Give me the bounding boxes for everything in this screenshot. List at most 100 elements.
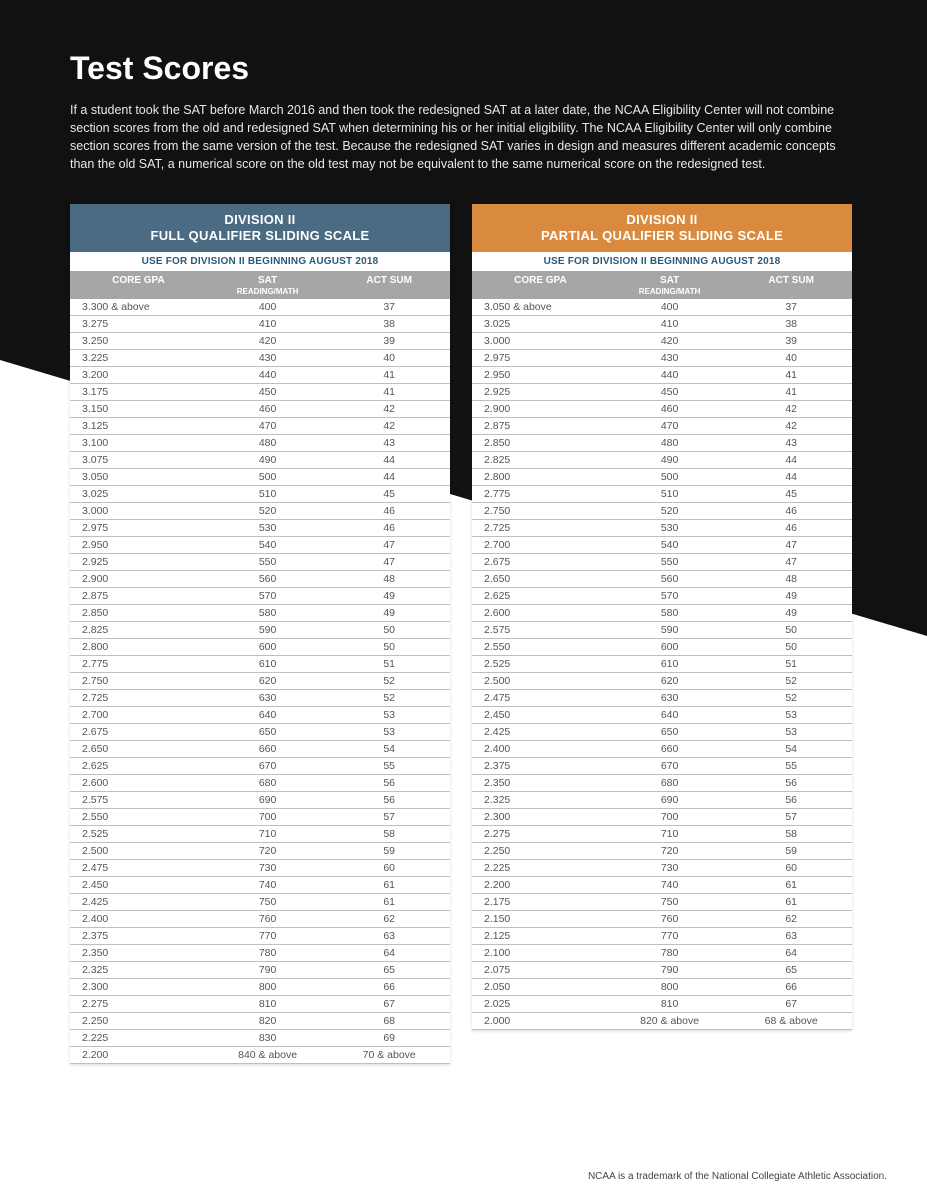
table-cell: 38: [730, 316, 852, 333]
table-cell: 2.375: [70, 928, 207, 945]
table-row: 2.57559050: [472, 622, 852, 639]
table-row: 2.65056048: [472, 571, 852, 588]
table-cell: 49: [730, 605, 852, 622]
table-row: 2.75052046: [472, 503, 852, 520]
table-row: 2.42565053: [472, 724, 852, 741]
footnote: NCAA is a trademark of the National Coll…: [588, 1171, 887, 1182]
table-cell: 2.275: [472, 826, 609, 843]
partial-table-subtitle: USE FOR DIVISION II BEGINNING AUGUST 201…: [472, 252, 852, 271]
table-row: 2.07579065: [472, 962, 852, 979]
table-row: 3.22543040: [70, 350, 450, 367]
table-cell: 560: [609, 571, 731, 588]
table-cell: 660: [609, 741, 731, 758]
table-row: 2.95044041: [472, 367, 852, 384]
table-cell: 400: [207, 299, 329, 316]
table-cell: 710: [207, 826, 329, 843]
table-cell: 2.950: [472, 367, 609, 384]
table-cell: 760: [207, 911, 329, 928]
table-row: 2.67555047: [472, 554, 852, 571]
table-cell: 700: [609, 809, 731, 826]
table-cell: 2.750: [70, 673, 207, 690]
table-cell: 3.000: [70, 503, 207, 520]
table-row: 2.52561051: [472, 656, 852, 673]
table-cell: 830: [207, 1030, 329, 1047]
tables-container: DIVISION II FULL QUALIFIER SLIDING SCALE…: [70, 204, 857, 1065]
table-cell: 2.225: [472, 860, 609, 877]
table-cell: 480: [609, 435, 731, 452]
col-header-gpa: CORE GPA: [70, 271, 207, 287]
table-row: 2.10078064: [472, 945, 852, 962]
table-subheader-row: READING/MATH: [472, 287, 852, 299]
table-cell: 2.250: [70, 1013, 207, 1030]
table-cell: 410: [207, 316, 329, 333]
table-cell: 800: [609, 979, 731, 996]
table-cell: 2.625: [70, 758, 207, 775]
table-cell: 790: [609, 962, 731, 979]
table-cell: 65: [328, 962, 450, 979]
table-cell: 62: [730, 911, 852, 928]
table-cell: 2.175: [472, 894, 609, 911]
table-row: 2.77551045: [472, 486, 852, 503]
table-cell: 69: [328, 1030, 450, 1047]
table-row: 2.82559050: [70, 622, 450, 639]
table-cell: 2.150: [472, 911, 609, 928]
table-row: 2.15076062: [472, 911, 852, 928]
table-cell: 58: [328, 826, 450, 843]
table-row: 2.50062052: [472, 673, 852, 690]
table-row: 2.47573060: [70, 860, 450, 877]
table-cell: 2.475: [472, 690, 609, 707]
table-cell: 50: [730, 622, 852, 639]
table-cell: 61: [328, 894, 450, 911]
table-row: 2.92555047: [70, 554, 450, 571]
table-cell: 810: [207, 996, 329, 1013]
table-cell: 52: [730, 673, 852, 690]
table-cell: 570: [207, 588, 329, 605]
table-row: 3.300 & above40037: [70, 299, 450, 316]
table-cell: 48: [328, 571, 450, 588]
table-cell: 59: [328, 843, 450, 860]
table-row: 2.75062052: [70, 673, 450, 690]
table-cell: 2.000: [472, 1013, 609, 1030]
table-cell: 2.425: [472, 724, 609, 741]
table-cell: 2.475: [70, 860, 207, 877]
table-cell: 3.050: [70, 469, 207, 486]
table-cell: 2.975: [70, 520, 207, 537]
table-cell: 47: [730, 554, 852, 571]
table-row: 3.12547042: [70, 418, 450, 435]
table-row: 2.27571058: [472, 826, 852, 843]
table-cell: 48: [730, 571, 852, 588]
table-cell: 2.450: [472, 707, 609, 724]
table-cell: 41: [328, 384, 450, 401]
table-row: 2.42575061: [70, 894, 450, 911]
table-row: 2.40066054: [472, 741, 852, 758]
table-cell: 600: [207, 639, 329, 656]
table-row: 3.10048043: [70, 435, 450, 452]
table-row: 2.80050044: [472, 469, 852, 486]
table-cell: 430: [207, 350, 329, 367]
table-cell: 46: [730, 520, 852, 537]
table-row: 2.57569056: [70, 792, 450, 809]
table-cell: 63: [328, 928, 450, 945]
table-cell: 64: [328, 945, 450, 962]
table-cell: 2.250: [472, 843, 609, 860]
table-cell: 2.575: [472, 622, 609, 639]
table-cell: 470: [609, 418, 731, 435]
table-cell: 600: [609, 639, 731, 656]
table-cell: 2.825: [472, 452, 609, 469]
table-cell: 590: [609, 622, 731, 639]
table-cell: 2.300: [70, 979, 207, 996]
table-cell: 2.675: [472, 554, 609, 571]
table-row: 2.05080066: [472, 979, 852, 996]
table-row: 2.92545041: [472, 384, 852, 401]
table-row: 2.62567055: [70, 758, 450, 775]
table-cell: 810: [609, 996, 731, 1013]
full-title-line1: DIVISION II: [224, 212, 295, 227]
table-header-row: CORE GPA SAT ACT SUM: [70, 271, 450, 287]
table-cell: 2.925: [70, 554, 207, 571]
table-row: 2.90056048: [70, 571, 450, 588]
table-cell: 820: [207, 1013, 329, 1030]
table-row: 2.47563052: [472, 690, 852, 707]
table-cell: 2.675: [70, 724, 207, 741]
table-cell: 750: [207, 894, 329, 911]
table-cell: 37: [328, 299, 450, 316]
